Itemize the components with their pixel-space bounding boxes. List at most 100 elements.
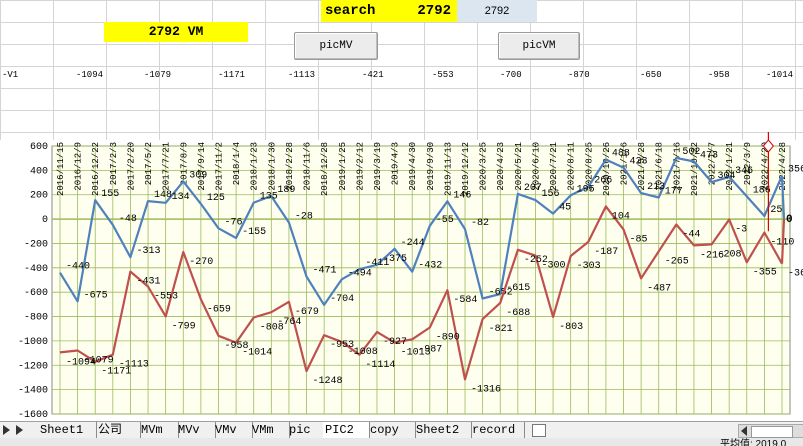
data-label: -704 — [330, 294, 354, 305]
data-label: -553 — [154, 291, 178, 302]
data-label: -958 — [224, 341, 248, 352]
header-number: -958 — [708, 70, 730, 80]
x-tick-label: 2022/1/7 — [708, 142, 718, 185]
tab-0[interactable]: Sheet1 — [38, 422, 97, 438]
x-tick-label: 2021/1/6 — [620, 142, 630, 185]
header-number: -870 — [568, 70, 590, 80]
x-tick-label: 2020/8/11 — [567, 142, 577, 191]
data-label: -927 — [383, 337, 407, 348]
data-label: -28 — [295, 212, 313, 223]
data-label: 177 — [665, 187, 683, 198]
y-tick-label: -600 — [24, 288, 48, 299]
x-tick-label: 2020/8/25 — [584, 142, 594, 191]
x-tick-label: 2016/12/22 — [91, 142, 101, 196]
x-tick-label: 2017/2/3 — [109, 142, 119, 185]
x-tick-label: 2018/1/23 — [250, 142, 260, 191]
x-tick-label: 2019/12/12 — [461, 142, 471, 196]
data-label: 266 — [594, 176, 612, 187]
header-number: -V1 — [2, 70, 19, 80]
search-result-cell[interactable]: 2792 — [457, 0, 537, 22]
search-label-cell[interactable]: search 2792 — [321, 0, 457, 22]
data-label: -411 — [365, 258, 389, 269]
pic-mv-button[interactable]: picMV — [294, 32, 378, 60]
data-label: 195 — [577, 184, 595, 195]
header-number: -1079 — [144, 70, 172, 80]
data-label: 125 — [207, 193, 225, 204]
x-tick-label: 2016/12/9 — [74, 142, 84, 191]
tab-2[interactable]: MVm — [139, 422, 179, 438]
tab-10[interactable]: record — [470, 422, 525, 438]
data-label: -987 — [418, 344, 442, 355]
data-label: 189 — [277, 185, 295, 196]
data-label: 356 — [788, 165, 803, 176]
header-number: -553 — [432, 70, 454, 80]
series-line-0 — [59, 156, 784, 306]
scroll-thumb[interactable] — [751, 426, 793, 438]
data-label: -432 — [418, 261, 442, 272]
x-tick-label: 2017/5/2 — [144, 142, 154, 185]
sheet-tab-bar: Sheet1 公司 MVm MVv VMv VMm pic PIC2 copy Sheet2 rec… — [0, 421, 803, 440]
data-label: -44 — [682, 229, 700, 240]
data-label: -1008 — [348, 347, 378, 358]
x-tick-label: 2020/5/21 — [514, 142, 524, 191]
data-label: -659 — [207, 304, 231, 315]
data-label: -764 — [277, 317, 301, 328]
horizontal-scrollbar[interactable] — [738, 424, 803, 438]
search-value: 2792 — [417, 3, 451, 19]
data-label: -1013 — [401, 347, 431, 358]
data-label: 146 — [453, 190, 471, 201]
x-tick-label: 2019/9/30 — [426, 142, 436, 191]
tab-nav-next-icon[interactable] — [16, 425, 23, 435]
data-label: -808 — [260, 323, 284, 334]
data-label: -252 — [524, 255, 548, 266]
data-label: -440 — [66, 262, 90, 273]
data-label: -48 — [119, 214, 137, 225]
x-tick-label: 2019/2/12 — [355, 142, 365, 191]
data-label: -303 — [577, 261, 601, 272]
data-label: 186 — [753, 185, 771, 196]
tab-4[interactable]: VMv — [213, 422, 253, 438]
header-number: -1094 — [76, 70, 104, 80]
data-label: -487 — [647, 283, 671, 294]
data-label: -1014 — [242, 348, 272, 359]
pic-vm-button[interactable]: picVM — [498, 32, 580, 60]
data-label: -244 — [401, 238, 425, 249]
x-tick-label: 2018/1/4 — [232, 142, 242, 185]
x-tick-label: 2017/2/20 — [126, 142, 136, 191]
x-tick-label: 2021/7/16 — [672, 142, 682, 191]
x-tick-label: 2022/3/9 — [743, 142, 753, 185]
x-tick-label: 2019/4/30 — [408, 142, 418, 191]
tab-8[interactable]: copy — [368, 422, 416, 438]
data-label: -688 — [506, 308, 530, 319]
tab-3[interactable]: MVv — [176, 422, 216, 438]
y-tick-label: 0 — [42, 215, 48, 226]
x-tick-label: 2019/4/3 — [391, 142, 401, 185]
data-label: -313 — [136, 246, 160, 257]
data-label: -155 — [242, 227, 266, 238]
data-label: 155 — [101, 189, 119, 200]
data-label: -1316 — [471, 384, 501, 395]
scroll-left-icon[interactable] — [741, 426, 747, 436]
x-tick-label: 2017/9/14 — [197, 142, 207, 191]
data-label: 502 — [682, 147, 700, 158]
vm-code-cell[interactable]: 2792 VM — [104, 22, 248, 42]
y-tick-label: -800 — [24, 313, 48, 324]
new-sheet-icon[interactable] — [532, 424, 546, 437]
tab-6[interactable]: pic — [287, 422, 326, 438]
x-tick-label: 2018/2/28 — [285, 142, 295, 191]
x-tick-label: 2018/11/6 — [303, 142, 313, 191]
tab-9[interactable]: Sheet2 — [414, 422, 472, 438]
data-label: -675 — [84, 290, 108, 301]
tab-5[interactable]: VMm — [250, 422, 290, 438]
data-label: -494 — [348, 268, 372, 279]
tab-1[interactable]: 公司 — [96, 422, 141, 438]
search-label: search — [325, 3, 376, 19]
data-label: -85 — [630, 234, 648, 245]
data-label: 134 — [172, 192, 190, 203]
x-tick-label: 2021/6/18 — [655, 142, 665, 191]
x-tick-label: 2021/5/28 — [637, 142, 647, 191]
tab-nav-first-icon[interactable] — [3, 425, 10, 435]
data-label: -471 — [313, 265, 337, 276]
data-label: -1094 — [66, 357, 96, 368]
header-number: -1014 — [766, 70, 794, 80]
